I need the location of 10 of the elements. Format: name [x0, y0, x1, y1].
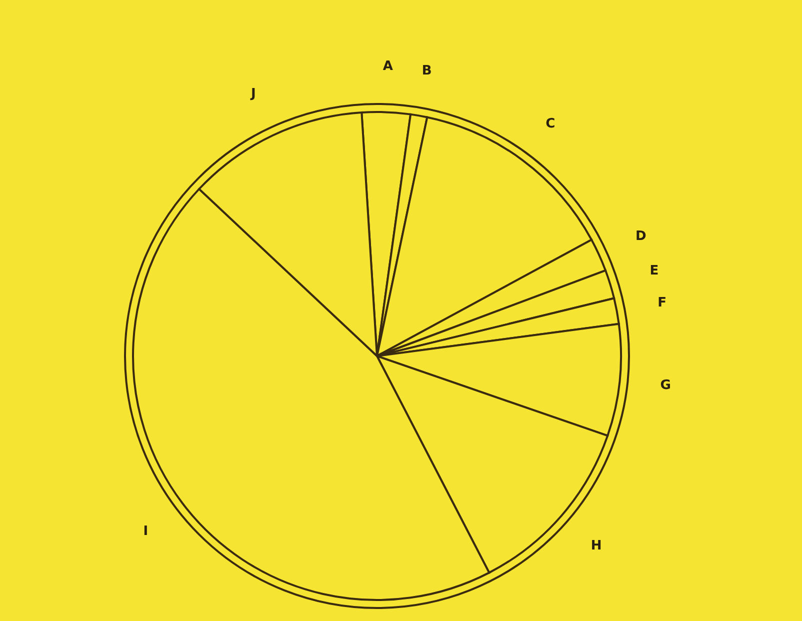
slice-label: E [650, 264, 659, 279]
slice-label: J [250, 86, 256, 102]
slice-label: A [382, 59, 393, 74]
slice-label: D [636, 228, 647, 244]
slice-label: B [422, 63, 432, 78]
slice-label: C [546, 116, 556, 132]
slice-label: G [660, 378, 671, 394]
slice-label: H [590, 538, 602, 554]
slice-label: I [143, 524, 148, 539]
slice-label: F [658, 296, 666, 311]
